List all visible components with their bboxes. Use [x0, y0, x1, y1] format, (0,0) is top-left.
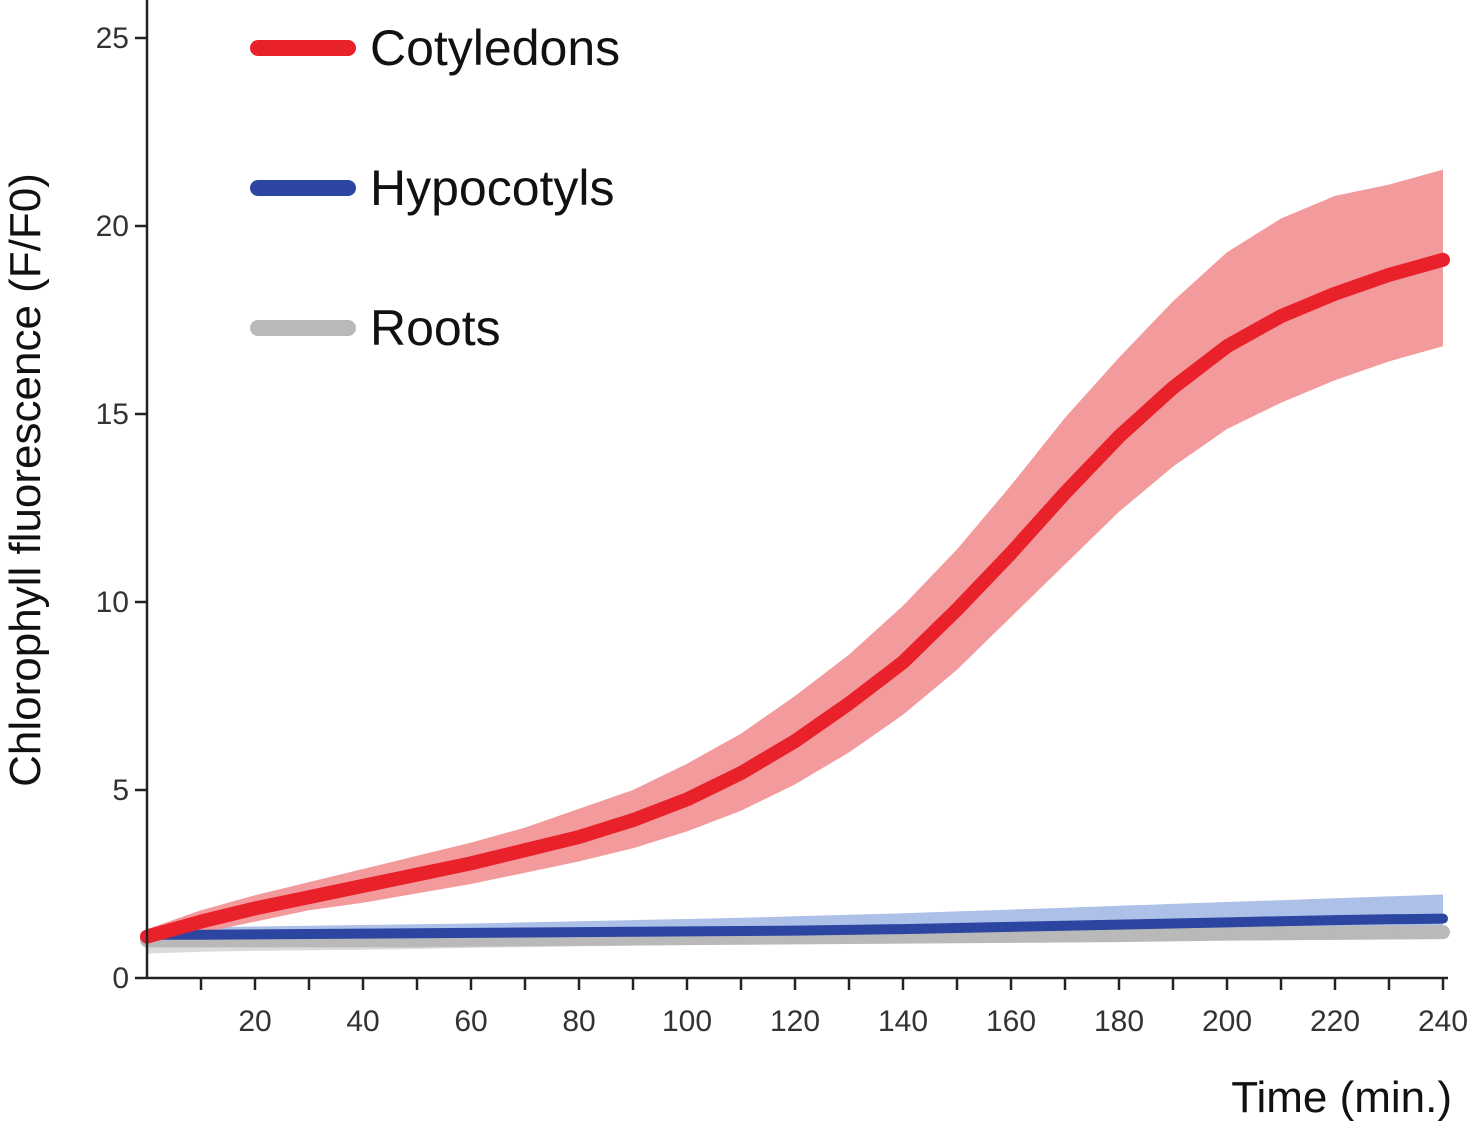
y-tick-label: 10 — [96, 586, 129, 619]
x-tick-label: 80 — [562, 1005, 595, 1038]
data-point-cotyledons — [1383, 269, 1395, 281]
data-point-roots — [951, 930, 963, 942]
x-tick-label: 20 — [238, 1005, 271, 1038]
data-point-roots — [1383, 926, 1395, 939]
data-point-hypocotyls — [1439, 914, 1447, 923]
data-point-roots — [1275, 927, 1287, 939]
data-point-cotyledons — [789, 735, 801, 747]
data-point-hypocotyls — [791, 926, 799, 935]
x-tick-label: 220 — [1310, 1005, 1360, 1038]
x-tick-label: 120 — [770, 1005, 820, 1038]
axes: 0 5 10 15 20 25 20 40 60 80 100 120 140 160 180 200 220… — [96, 0, 1468, 1038]
data-point-hypocotyls — [575, 928, 583, 937]
y-tick-label: 20 — [96, 210, 129, 243]
band-cotyledons — [147, 169, 1443, 945]
x-tick-label: 200 — [1202, 1005, 1252, 1038]
data-point-roots — [1113, 929, 1125, 941]
data-point-hypocotyls — [845, 925, 853, 934]
data-point-cotyledons — [411, 869, 423, 881]
data-point-cotyledons — [1329, 288, 1341, 300]
legend-label-hypocotyls: Hypocotyls — [370, 160, 615, 216]
data-point-cotyledons — [735, 767, 747, 779]
data-point-cotyledons — [249, 902, 261, 915]
data-point-hypocotyls — [1007, 922, 1015, 931]
y-axis-title: Chlorophyll fluorescence (F/F0) — [1, 173, 50, 787]
data-point-cotyledons — [1059, 487, 1071, 499]
data-point-cotyledons — [1005, 547, 1017, 559]
data-point-hypocotyls — [899, 925, 907, 934]
x-tick-label: 180 — [1094, 1005, 1144, 1038]
data-point-hypocotyls — [251, 930, 259, 939]
data-point-roots — [1059, 929, 1071, 942]
data-point-cotyledons — [627, 814, 639, 826]
x-tick-label: 100 — [662, 1005, 712, 1038]
error-bands — [147, 169, 1443, 954]
data-point-cotyledons — [465, 857, 477, 869]
data-point-hypocotyls — [1385, 915, 1393, 924]
data-point-cotyledons — [951, 603, 963, 616]
data-point-roots — [1437, 926, 1449, 938]
x-tick-label: 160 — [986, 1005, 1036, 1038]
data-point-cotyledons — [1167, 382, 1179, 394]
y-tick-label: 5 — [112, 774, 129, 807]
data-point-cotyledons — [357, 880, 369, 892]
data-point-cotyledons — [303, 891, 315, 903]
data-point-cotyledons — [1275, 310, 1287, 322]
data-point-cotyledons — [519, 844, 531, 856]
legend: Cotyledons Hypocotyls Roots — [250, 20, 620, 356]
legend-label-cotyledons: Cotyledons — [370, 20, 620, 76]
data-point-cotyledons — [1113, 430, 1125, 443]
data-point-hypocotyls — [521, 928, 529, 937]
data-point-roots — [1167, 928, 1179, 940]
data-point-hypocotyls — [1169, 919, 1177, 928]
data-point-cotyledons — [681, 793, 693, 806]
data-point-hypocotyls — [1061, 921, 1069, 930]
data-point-roots — [1005, 930, 1017, 942]
data-point-cotyledons — [573, 831, 585, 843]
y-ticks: 0 5 10 15 20 25 — [96, 22, 147, 995]
data-point-hypocotyls — [305, 930, 313, 939]
data-point-hypocotyls — [467, 928, 475, 937]
data-point-hypocotyls — [197, 930, 205, 939]
data-point-hypocotyls — [413, 929, 421, 938]
data-point-roots — [1329, 927, 1341, 939]
x-tick-label: 240 — [1418, 1005, 1468, 1038]
series-lines — [140, 252, 1450, 948]
x-ticks: 20 40 60 80 100 120 140 160 180 200 220 240 — [199, 978, 1468, 1038]
data-point-hypocotyls — [737, 927, 745, 935]
data-point-hypocotyls — [953, 923, 961, 932]
data-point-roots — [1221, 928, 1233, 940]
data-point-hypocotyls — [1277, 917, 1285, 926]
data-point-cotyledons — [1437, 254, 1449, 266]
data-point-hypocotyls — [629, 927, 637, 936]
y-tick-label: 15 — [96, 398, 129, 431]
data-point-hypocotyls — [1331, 916, 1339, 925]
data-point-cotyledons — [195, 916, 207, 928]
data-point-hypocotyls — [683, 927, 691, 936]
x-tick-label: 140 — [878, 1005, 928, 1038]
legend-label-roots: Roots — [370, 300, 501, 356]
x-tick-label: 40 — [346, 1005, 379, 1038]
x-tick-label: 60 — [454, 1005, 487, 1038]
y-tick-label: 0 — [112, 962, 129, 995]
data-point-hypocotyls — [1223, 918, 1231, 927]
data-point-cotyledons — [843, 697, 855, 710]
x-axis-title: Time (min.) — [1231, 1073, 1452, 1122]
data-point-cotyledons — [897, 656, 909, 668]
data-point-hypocotyls — [1115, 920, 1123, 929]
data-point-cotyledons — [1221, 340, 1233, 352]
y-tick-label: 25 — [96, 22, 129, 55]
data-point-hypocotyls — [359, 929, 367, 938]
